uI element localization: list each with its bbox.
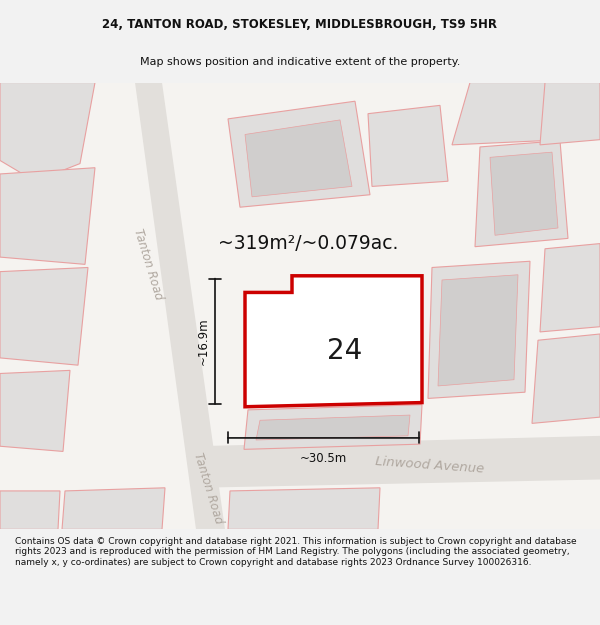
Polygon shape [228,101,370,208]
Polygon shape [244,404,422,449]
Text: Map shows position and indicative extent of the property.: Map shows position and indicative extent… [140,57,460,67]
Polygon shape [0,371,70,451]
Text: Linwood Avenue: Linwood Avenue [375,454,485,475]
Polygon shape [490,152,558,235]
Polygon shape [532,334,600,423]
Polygon shape [135,82,225,529]
Polygon shape [428,261,530,398]
Polygon shape [0,268,88,365]
Polygon shape [540,244,600,332]
Polygon shape [256,415,410,440]
Polygon shape [562,82,600,126]
Text: ~30.5m: ~30.5m [300,452,347,466]
Polygon shape [0,168,95,264]
Polygon shape [0,491,60,529]
Polygon shape [0,82,95,181]
Polygon shape [196,436,600,488]
Polygon shape [245,120,352,197]
Polygon shape [62,488,165,529]
Text: 24: 24 [328,337,362,364]
Text: Tanton Road: Tanton Road [191,451,225,525]
Polygon shape [540,82,600,145]
Text: Tanton Road: Tanton Road [131,227,165,302]
Polygon shape [475,141,568,247]
Polygon shape [452,82,565,145]
Text: ~319m²/~0.079ac.: ~319m²/~0.079ac. [218,234,398,253]
Polygon shape [438,275,518,386]
Text: ~16.9m: ~16.9m [197,318,210,365]
Text: 24, TANTON ROAD, STOKESLEY, MIDDLESBROUGH, TS9 5HR: 24, TANTON ROAD, STOKESLEY, MIDDLESBROUG… [103,18,497,31]
Polygon shape [368,106,448,186]
Polygon shape [228,488,380,529]
Polygon shape [245,276,422,407]
Text: Contains OS data © Crown copyright and database right 2021. This information is : Contains OS data © Crown copyright and d… [15,537,577,567]
